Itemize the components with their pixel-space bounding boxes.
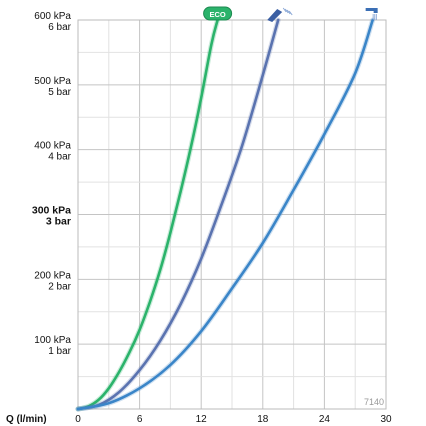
x-tick-label: 12 bbox=[196, 414, 208, 425]
x-tick-label: 24 bbox=[319, 414, 331, 425]
handshower-icon bbox=[267, 7, 293, 22]
y-tick-label-bar: 3 bar bbox=[46, 216, 71, 228]
x-tick-label: 18 bbox=[257, 414, 269, 425]
y-tick-label-kpa: 400 kPa bbox=[34, 141, 71, 152]
x-axis-labels: 0 6 12 18 24 30 bbox=[75, 414, 392, 425]
series-line-handshower-icon bbox=[76, 18, 280, 411]
x-axis-title: Q (l/min) bbox=[6, 414, 47, 425]
grid bbox=[77, 19, 387, 410]
plot-frame bbox=[77, 19, 387, 410]
overhead-shower-head bbox=[365, 8, 378, 13]
series-line-overhead-shower-icon bbox=[76, 18, 374, 411]
eco-badge-text: ECO bbox=[209, 10, 225, 19]
y-tick-label-kpa: 300 kPa bbox=[32, 205, 71, 217]
y-tick-label-bar: 6 bar bbox=[48, 22, 71, 33]
y-tick-label-kpa: 500 kPa bbox=[34, 76, 71, 87]
chart-code-annotation: 7140 bbox=[364, 397, 384, 407]
y-tick-label-kpa: 600 kPa bbox=[34, 11, 71, 22]
spray-line bbox=[286, 9, 291, 15]
spray-line bbox=[288, 10, 293, 16]
spray-line bbox=[284, 8, 289, 14]
y-tick-label-kpa: 100 kPa bbox=[34, 335, 71, 346]
x-tick-label: 30 bbox=[380, 414, 392, 425]
x-tick-label: 6 bbox=[137, 414, 143, 425]
handshower-body bbox=[267, 9, 283, 22]
y-tick-label-bar: 1 bar bbox=[48, 346, 71, 357]
overhead-shower-icon bbox=[365, 8, 378, 20]
eco-badge: ECO bbox=[203, 6, 233, 21]
y-tick-label-bar: 5 bar bbox=[48, 87, 71, 98]
y-tick-label-kpa: 200 kPa bbox=[34, 270, 71, 281]
x-tick-label: 0 bbox=[75, 414, 81, 425]
y-tick-label-bar: 2 bar bbox=[48, 281, 71, 292]
series-line-eco-badge bbox=[76, 18, 219, 411]
y-tick-label-bar: 4 bar bbox=[48, 152, 71, 163]
series-markers: ECO bbox=[203, 6, 378, 22]
eco-badge-bg bbox=[203, 6, 233, 21]
spray-line bbox=[282, 7, 287, 13]
series-lines bbox=[75, 17, 376, 412]
